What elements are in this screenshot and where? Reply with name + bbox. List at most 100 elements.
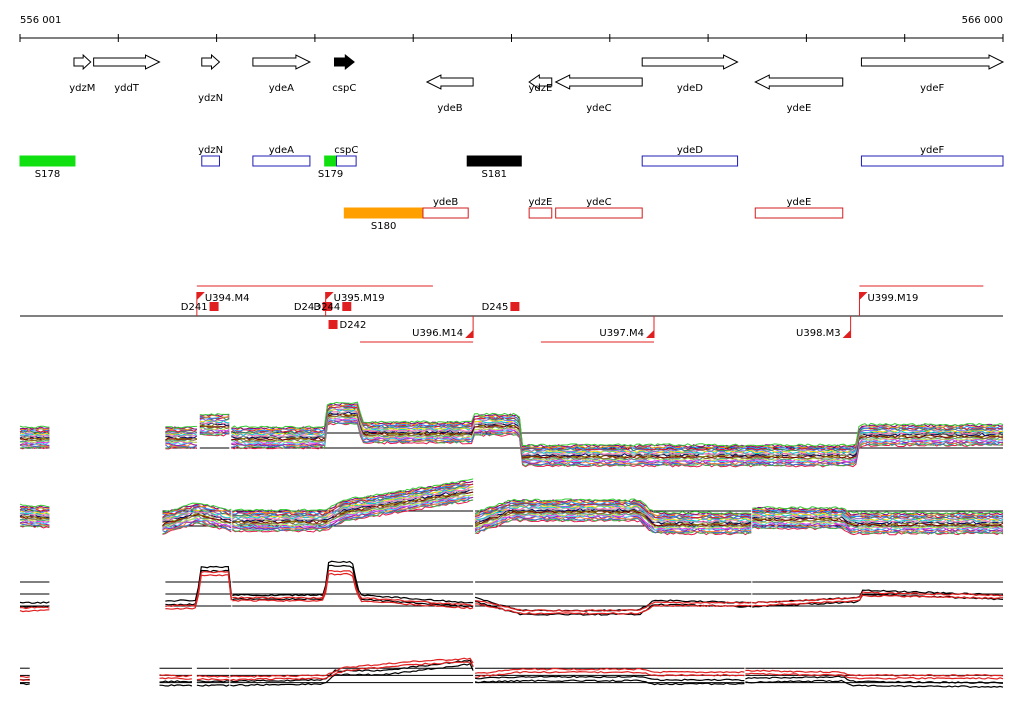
transcript-bar-ydze (528, 207, 553, 219)
track-curve (475, 670, 745, 678)
track-curve (165, 425, 197, 429)
track-curve (231, 486, 474, 520)
track-curve (752, 591, 1004, 604)
downshift-marker (342, 302, 352, 311)
gene-label-yddt: yddT (114, 83, 140, 94)
track-curve (475, 507, 752, 524)
gene-label-ydeb: ydeB (437, 103, 462, 114)
upshift-label-u397-m4: U397.M4 (599, 328, 644, 339)
track-expression-fwd-summary (19, 560, 1004, 616)
track-curve (232, 478, 474, 512)
track-curve (19, 444, 50, 448)
track-curve (231, 406, 1004, 453)
transcript-bar-ydeb (422, 207, 469, 219)
track-curve (232, 564, 474, 608)
transcript-label-ydeb: ydeB (433, 197, 458, 208)
gene-arrow-ydeb (425, 74, 474, 90)
upshift-flag (646, 330, 655, 338)
gene-label-ydef: ydeF (920, 83, 944, 94)
gene-label-ydea: ydeA (269, 83, 294, 94)
gene-label-ydze: ydzE (529, 83, 553, 94)
track-curve (231, 401, 1004, 447)
track-curve (474, 518, 752, 535)
track-curve (19, 606, 50, 610)
track-expression-rev-conditions (19, 478, 1004, 536)
transcript-label-ydze: ydzE (529, 197, 553, 208)
gene-arrow-ydea (252, 54, 312, 70)
downshift-marker (322, 302, 332, 311)
forward-transcript-track: S178 ydzN ydeA S179 cspC S181 ydeD ydeF (19, 145, 1004, 180)
track-curve (162, 515, 232, 528)
gene-arrow-ydef (860, 54, 1005, 70)
track-curve (159, 674, 192, 678)
track-curve (752, 515, 1004, 525)
track-curve (159, 680, 193, 683)
track-curve (232, 491, 474, 525)
transcript-bar-ydec (555, 207, 643, 219)
track-curve (745, 669, 1004, 677)
transcript-bar-ydef (860, 155, 1004, 167)
downshift-label-d244: D244 (313, 302, 340, 313)
track-curve (159, 684, 193, 687)
transcript-bar-s178 (19, 155, 76, 167)
upshift-label-u395-m19: U395.M19 (334, 293, 385, 304)
transcript-label-ydzn: ydzN (198, 145, 223, 156)
track-curve (745, 675, 1004, 684)
track-curve (230, 662, 474, 687)
downshift-marker (328, 320, 338, 329)
downshift-label-d245: D245 (482, 302, 509, 313)
track-curve (232, 560, 474, 604)
track-curve (474, 512, 752, 529)
transcript-bar-ydee (754, 207, 844, 219)
track-curve (474, 510, 752, 528)
track-curve (232, 486, 474, 519)
transcript-label-s181: S181 (482, 169, 507, 180)
gene-arrow-cspc (333, 53, 355, 71)
transcript-bar-cspc (335, 155, 357, 167)
track-curve (230, 657, 474, 678)
transcript-bar-s179 (324, 155, 337, 167)
track-curve (475, 502, 752, 520)
track-curve (474, 667, 745, 674)
upshift-label-u399-m19: U399.M19 (867, 293, 918, 304)
track-curve (474, 517, 752, 534)
track-curve (752, 512, 1003, 521)
track-curve (162, 502, 232, 513)
track-curve (19, 522, 50, 527)
track-curve (165, 433, 197, 437)
track-curve (752, 594, 1004, 607)
track-curve (474, 500, 752, 517)
track-curve (474, 679, 745, 686)
track-curve (474, 498, 752, 515)
track-curve (752, 520, 1004, 529)
track-curve (19, 436, 50, 440)
track-curve (165, 442, 197, 447)
track-curve (19, 675, 30, 679)
upshift-label-u394-m4: U394.M4 (205, 293, 250, 304)
gene-label-ydec: ydeC (586, 103, 611, 114)
track-curve (162, 513, 232, 526)
track-curve (230, 661, 474, 682)
track-curve (752, 522, 1004, 531)
transcript-label-s180: S180 (371, 221, 396, 232)
track-curve (162, 506, 232, 520)
upshift-flag (842, 330, 851, 338)
track-curve (232, 572, 474, 610)
track-curve (165, 435, 198, 439)
transcript-label-s178: S178 (35, 169, 60, 180)
track-curve (165, 438, 198, 441)
gene-arrow-ydec (554, 74, 643, 90)
track-curve (196, 684, 230, 687)
track-curve (745, 672, 1004, 680)
track-curve (19, 503, 50, 508)
gene-label-ydzn: ydzN (198, 93, 223, 104)
coordinate-ruler (19, 34, 1004, 42)
transcript-bar-ydzn (201, 155, 220, 167)
track-curve (19, 508, 50, 513)
track-curve (159, 677, 192, 680)
transcript-bar-yded (641, 155, 739, 167)
ruler-start-label: 556 001 (20, 15, 61, 26)
track-curve (199, 418, 230, 422)
track-curve (475, 675, 745, 682)
track-curve (165, 431, 198, 435)
